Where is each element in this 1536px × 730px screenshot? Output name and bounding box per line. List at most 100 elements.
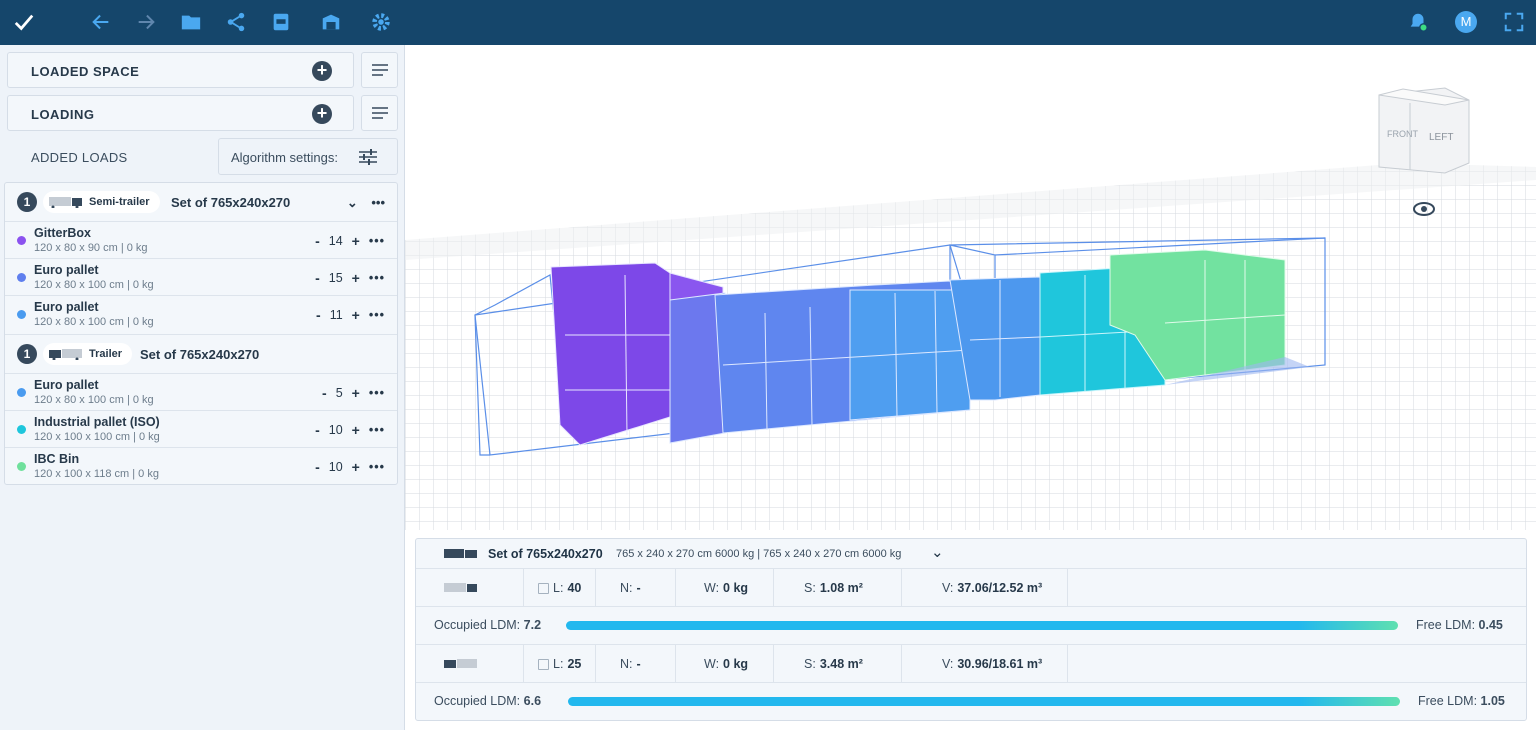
back-arrow-icon[interactable] — [89, 10, 113, 34]
notification-bell-icon[interactable] — [1406, 10, 1430, 34]
chevron-down-icon[interactable]: ⌄ — [346, 195, 358, 210]
stat-surface-value: 1.08 m² — [819, 581, 863, 595]
stat-surface-label: S: — [804, 657, 816, 671]
free-ldm: Free LDM: 1.05 — [1418, 694, 1505, 708]
fullscreen-icon[interactable] — [1502, 10, 1526, 34]
occupied-ldm: Occupied LDM: 6.6 — [434, 694, 542, 708]
check-logo-icon[interactable] — [12, 10, 36, 34]
color-dot — [17, 425, 26, 434]
quantity-stepper: - 5 + ••• — [322, 385, 385, 401]
stat-volume-value: 37.06/12.52 m³ — [957, 581, 1043, 595]
add-loaded-space-button[interactable]: + — [312, 61, 332, 81]
stat-surface-value: 3.48 m² — [819, 657, 863, 671]
quantity-value[interactable]: 11 — [329, 308, 343, 322]
increment-button[interactable]: + — [351, 459, 360, 475]
view-cube[interactable]: FRONT LEFT — [1378, 87, 1470, 174]
increment-button[interactable]: + — [351, 307, 360, 323]
set-title: Set of 765x240x270 — [140, 347, 260, 362]
folder-icon[interactable] — [179, 10, 203, 34]
stat-count: N: - — [596, 645, 676, 683]
quantity-stepper: - 10 + ••• — [315, 459, 385, 475]
decrement-button[interactable]: - — [322, 385, 327, 401]
loaded-space-menu-button[interactable] — [361, 52, 398, 88]
increment-button[interactable]: + — [351, 422, 360, 438]
increment-button[interactable]: + — [351, 385, 360, 401]
stat-weight: W: 0 kg — [676, 645, 774, 683]
3d-scene[interactable]: FRONT LEFT — [405, 45, 1536, 530]
group-actions: ⌄ ••• — [347, 195, 385, 211]
quantity-stepper: - 11 + ••• — [316, 307, 385, 323]
stat-count-value: - — [636, 581, 641, 595]
eye-icon[interactable] — [1413, 202, 1435, 216]
list-item[interactable]: Euro pallet 120 x 80 x 100 cm | 0 kg - 5… — [5, 373, 397, 410]
algorithm-settings-button[interactable]: Algorithm settings: — [218, 138, 398, 175]
decrement-button[interactable]: - — [315, 459, 320, 475]
quantity-value[interactable]: 5 — [335, 386, 343, 400]
list-item[interactable]: Industrial pallet (ISO) 120 x 100 x 100 … — [5, 410, 397, 447]
chevron-down-icon[interactable]: ⌄ — [931, 544, 944, 561]
stat-volume-label: V: — [942, 581, 954, 595]
decrement-button[interactable]: - — [316, 307, 321, 323]
user-avatar[interactable]: M — [1455, 11, 1477, 33]
more-options-icon[interactable]: ••• — [368, 308, 385, 322]
more-options-icon[interactable]: ••• — [368, 386, 385, 400]
loaded-space-section[interactable]: LOADED SPACE + — [7, 52, 354, 88]
ldm-progress-bar — [568, 697, 1400, 706]
stat-volume-value: 30.96/18.61 m³ — [957, 657, 1043, 671]
more-options-icon[interactable]: ••• — [368, 271, 385, 285]
grid-icon — [538, 658, 549, 670]
more-options-icon[interactable]: ••• — [368, 234, 385, 248]
quantity-stepper: - 10 + ••• — [315, 422, 385, 438]
loading-menu-button[interactable] — [361, 95, 398, 131]
stat-surface: S: 1.08 m² — [774, 569, 902, 607]
group-count-badge: 1 — [17, 192, 37, 212]
stat-volume: V: 30.96/18.61 m³ — [902, 645, 1068, 683]
decrement-button[interactable]: - — [315, 422, 320, 438]
3d-viewport[interactable]: FRONT LEFT — [405, 45, 1536, 530]
list-item[interactable]: GitterBox 120 x 80 x 90 cm | 0 kg - 14 +… — [5, 221, 397, 258]
cargo-euro-pallet-2 — [949, 276, 1041, 401]
loading-section[interactable]: LOADING + — [7, 95, 354, 131]
load-group-semi-trailer[interactable]: 1 Semi-trailer Set of 765x240x270 ⌄ ••• — [5, 183, 397, 221]
list-item[interactable]: Euro pallet 120 x 80 x 100 cm | 0 kg - 1… — [5, 258, 397, 295]
quantity-value[interactable]: 10 — [328, 423, 343, 437]
list-item[interactable]: IBC Bin 120 x 100 x 118 cm | 0 kg - 10 +… — [5, 447, 397, 484]
view-cube-left-label: LEFT — [1429, 132, 1453, 143]
increment-button[interactable]: + — [351, 233, 360, 249]
warehouse-icon[interactable] — [319, 10, 343, 34]
stats-header[interactable]: Set of 765x240x270 765 x 240 x 270 cm 60… — [416, 539, 1526, 569]
quantity-value[interactable]: 15 — [328, 271, 343, 285]
quantity-value[interactable]: 10 — [328, 460, 343, 474]
stat-surface-label: S: — [804, 581, 816, 595]
trailer-set-icon — [444, 549, 477, 558]
quantity-stepper: - 15 + ••• — [315, 270, 385, 286]
free-ldm: Free LDM: 0.45 — [1416, 618, 1503, 632]
item-dims: 120 x 100 x 100 cm | 0 kg — [34, 431, 160, 443]
semi-trailer-icon — [49, 197, 82, 208]
stat-volume-label: V: — [942, 657, 954, 671]
decrement-button[interactable]: - — [315, 270, 320, 286]
top-toolbar-right: M — [405, 0, 1536, 45]
set-title: Set of 765x240x270 — [171, 195, 291, 210]
trailer-icon — [49, 349, 82, 360]
decrement-button[interactable]: - — [315, 233, 320, 249]
increment-button[interactable]: + — [351, 270, 360, 286]
quantity-value[interactable]: 14 — [328, 234, 343, 248]
item-dims: 120 x 100 x 118 cm | 0 kg — [34, 468, 159, 480]
share-icon[interactable] — [224, 10, 248, 34]
settings-icon[interactable] — [369, 10, 393, 34]
more-options-icon[interactable]: ••• — [368, 423, 385, 437]
added-loads-list: 1 Semi-trailer Set of 765x240x270 ⌄ ••• … — [4, 182, 398, 485]
trailer-icon — [416, 645, 524, 683]
more-options-icon[interactable]: ••• — [371, 195, 385, 210]
stat-length-value: 40 — [567, 581, 582, 595]
add-loading-button[interactable]: + — [312, 104, 332, 124]
forward-arrow-icon[interactable] — [134, 10, 158, 34]
load-group-trailer[interactable]: 1 Trailer Set of 765x240x270 — [5, 334, 397, 372]
loaded-space-label: LOADED SPACE — [31, 64, 140, 79]
pdf-icon[interactable] — [269, 10, 293, 34]
item-dims: 120 x 80 x 100 cm | 0 kg — [34, 316, 154, 328]
more-options-icon[interactable]: ••• — [368, 460, 385, 474]
list-item[interactable]: Euro pallet 120 x 80 x 100 cm | 0 kg - 1… — [5, 295, 397, 332]
ldm-progress-bar — [566, 621, 1398, 630]
